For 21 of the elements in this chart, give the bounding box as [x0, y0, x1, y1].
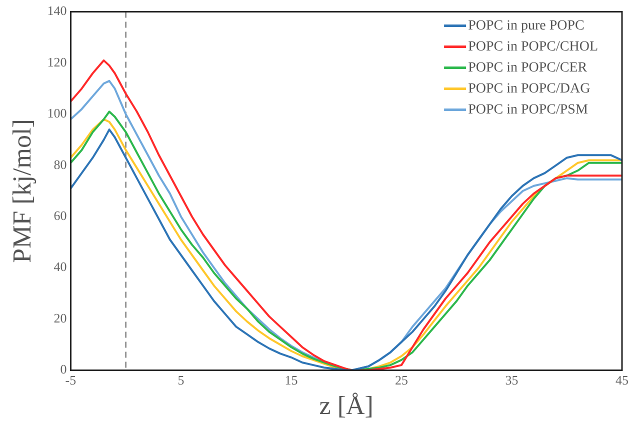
- y-tick-label: 40: [54, 259, 67, 274]
- y-tick-label: 120: [47, 54, 67, 70]
- y-tick-label: 60: [54, 208, 67, 224]
- x-axis-title: z [Å]: [319, 391, 374, 420]
- legend-label: POPC in POPC/PSM: [468, 102, 588, 118]
- y-axis-title: PMF [kj/mol]: [7, 119, 36, 263]
- y-tick-label: 0: [60, 362, 67, 377]
- legend-label: POPC in POPC/CER: [468, 60, 588, 76]
- x-tick-label: 5: [178, 372, 184, 388]
- y-tick-label: 80: [54, 156, 67, 172]
- x-tick-label: 15: [284, 372, 298, 388]
- y-tick-label: 140: [47, 3, 67, 18]
- x-tick-label: 45: [616, 372, 628, 388]
- x-tick-label: 35: [505, 372, 518, 388]
- legend-label: POPC in pure POPC: [468, 18, 584, 34]
- legend-label: POPC in POPC/CHOL: [468, 39, 598, 54]
- legend-label: POPC in POPC/DAG: [468, 81, 590, 96]
- x-tick-label: -5: [65, 372, 76, 388]
- x-tick-label: 25: [394, 372, 408, 388]
- y-tick-label: 20: [54, 310, 67, 326]
- y-tick-label: 100: [47, 106, 67, 121]
